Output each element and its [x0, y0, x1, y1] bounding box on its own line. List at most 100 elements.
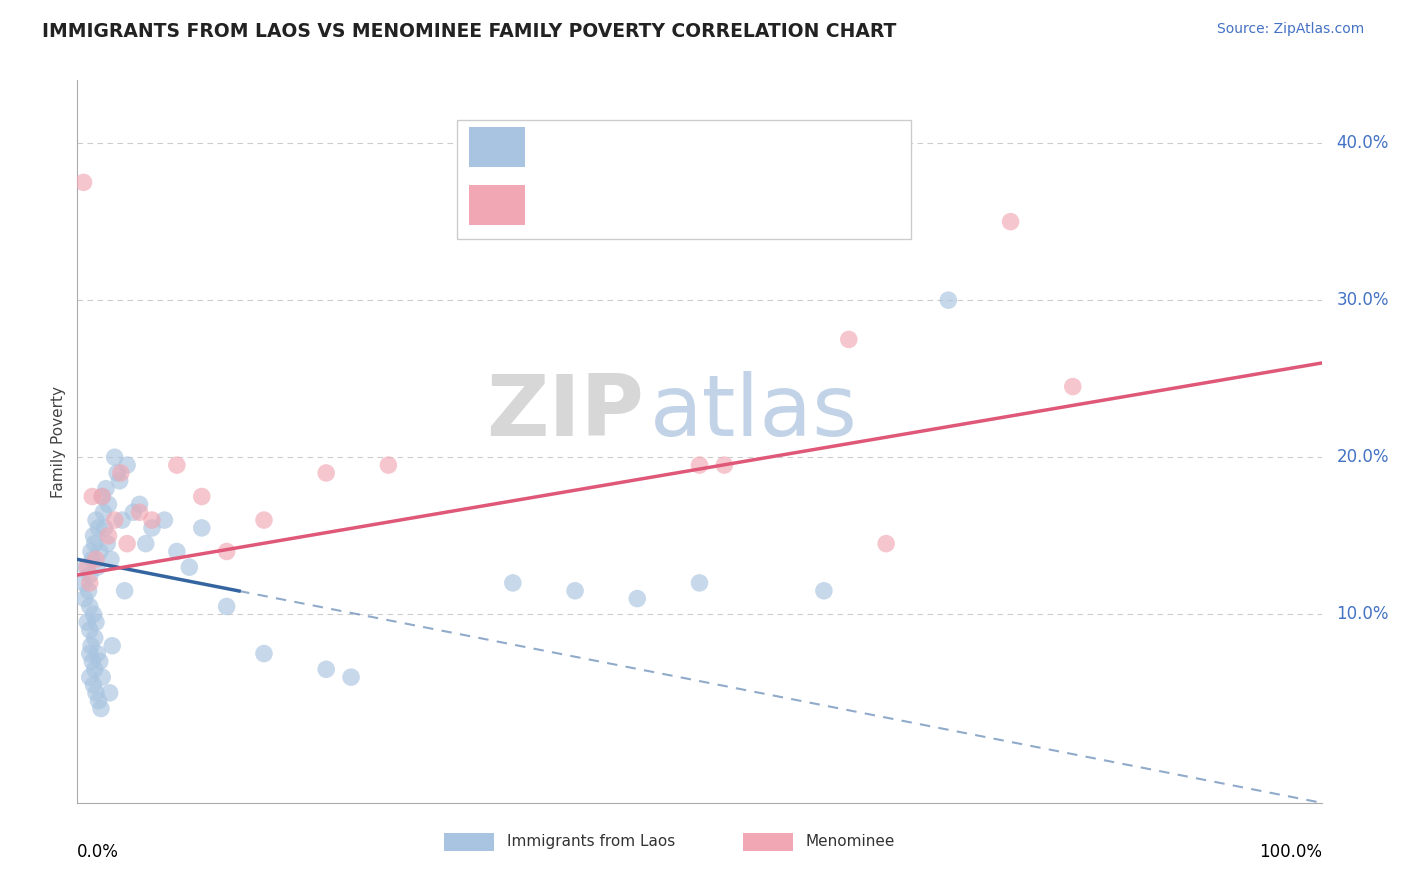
Point	[101, 639, 124, 653]
Point	[89, 544, 111, 558]
Point	[105, 466, 128, 480]
Text: -0.080: -0.080	[593, 137, 647, 156]
Point	[82, 552, 104, 566]
Point	[82, 655, 104, 669]
Point	[75, 560, 97, 574]
Text: 0.0%: 0.0%	[77, 843, 120, 861]
Point	[91, 490, 114, 504]
Point	[80, 639, 103, 653]
Point	[90, 701, 112, 715]
Point	[73, 591, 96, 606]
Point	[83, 631, 105, 645]
FancyBboxPatch shape	[444, 833, 494, 851]
Point	[83, 662, 105, 676]
Point	[813, 583, 835, 598]
Point	[97, 529, 120, 543]
Point	[141, 521, 163, 535]
Text: 10.0%: 10.0%	[1337, 606, 1389, 624]
Point	[93, 521, 115, 535]
Point	[79, 599, 101, 614]
Point	[215, 599, 238, 614]
Point	[166, 544, 188, 558]
Point	[104, 450, 127, 465]
Y-axis label: Family Poverty: Family Poverty	[51, 385, 66, 498]
Point	[135, 536, 157, 550]
Point	[83, 529, 105, 543]
Text: 30.0%: 30.0%	[1337, 291, 1389, 310]
Point	[713, 458, 735, 472]
Point	[215, 544, 238, 558]
Point	[115, 536, 138, 550]
Point	[564, 583, 586, 598]
FancyBboxPatch shape	[742, 833, 793, 851]
Text: Menominee: Menominee	[806, 834, 894, 849]
Point	[76, 615, 98, 630]
Point	[502, 575, 524, 590]
FancyBboxPatch shape	[470, 185, 526, 225]
Point	[166, 458, 188, 472]
Point	[77, 583, 100, 598]
Point	[91, 490, 114, 504]
Point	[83, 607, 105, 622]
Point	[128, 505, 150, 519]
Point	[141, 513, 163, 527]
Point	[179, 560, 201, 574]
Text: R =: R =	[540, 137, 571, 156]
Point	[84, 686, 107, 700]
Point	[191, 490, 214, 504]
Point	[91, 670, 114, 684]
Text: Immigrants from Laos: Immigrants from Laos	[506, 834, 675, 849]
Point	[838, 333, 860, 347]
Point	[94, 482, 117, 496]
Point	[1062, 379, 1084, 393]
Text: 40.0%: 40.0%	[1337, 134, 1389, 153]
FancyBboxPatch shape	[457, 120, 911, 239]
Point	[84, 513, 107, 527]
Point	[110, 466, 132, 480]
Point	[79, 670, 101, 684]
Point	[98, 686, 121, 700]
Point	[72, 575, 94, 590]
Point	[115, 458, 138, 472]
Text: IMMIGRANTS FROM LAOS VS MENOMINEE FAMILY POVERTY CORRELATION CHART: IMMIGRANTS FROM LAOS VS MENOMINEE FAMILY…	[42, 22, 897, 41]
Point	[87, 521, 110, 535]
Point	[83, 536, 105, 550]
Point	[86, 560, 108, 574]
Point	[253, 513, 276, 527]
Point	[76, 560, 98, 574]
Point	[72, 175, 94, 189]
Point	[377, 458, 399, 472]
Point	[253, 647, 276, 661]
Point	[936, 293, 959, 308]
Text: 64: 64	[765, 137, 786, 156]
Point	[86, 647, 108, 661]
Point	[89, 655, 111, 669]
Point	[84, 552, 107, 566]
Point	[93, 505, 115, 519]
Point	[100, 552, 122, 566]
Point	[114, 583, 136, 598]
Point	[79, 623, 101, 637]
Point	[79, 568, 101, 582]
Point	[689, 575, 711, 590]
Point	[626, 591, 648, 606]
Text: R =: R =	[540, 195, 571, 213]
Point	[97, 497, 120, 511]
Point	[191, 521, 214, 535]
Text: 20.0%: 20.0%	[1337, 449, 1389, 467]
Point	[82, 490, 104, 504]
Point	[79, 575, 101, 590]
Text: 100.0%: 100.0%	[1258, 843, 1322, 861]
Point	[153, 513, 176, 527]
Point	[689, 458, 711, 472]
Point	[79, 647, 101, 661]
Text: atlas: atlas	[650, 371, 858, 454]
Point	[84, 615, 107, 630]
Text: Source: ZipAtlas.com: Source: ZipAtlas.com	[1216, 22, 1364, 37]
Point	[80, 544, 103, 558]
Point	[104, 513, 127, 527]
Text: N =: N =	[711, 137, 744, 156]
Point	[111, 513, 134, 527]
Point	[128, 497, 150, 511]
Point	[122, 505, 145, 519]
